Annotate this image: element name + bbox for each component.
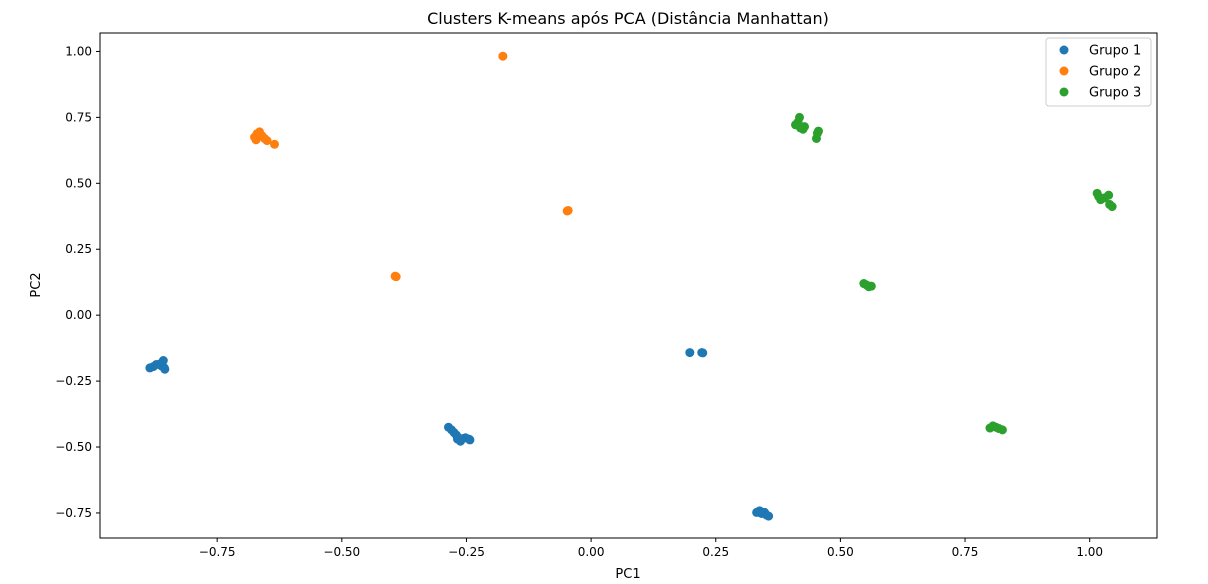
x-axis-label: PC1 bbox=[615, 567, 640, 582]
legend-marker-grupo-3 bbox=[1059, 87, 1069, 97]
data-point-grupo-2 bbox=[262, 136, 272, 146]
y-tick-label: 0.50 bbox=[65, 176, 92, 190]
x-tick-label: 0.25 bbox=[702, 545, 729, 559]
data-point-grupo-1 bbox=[160, 364, 170, 374]
chart-title: Clusters K-means após PCA (Distância Man… bbox=[427, 9, 829, 28]
y-tick-label: 0.75 bbox=[65, 110, 92, 124]
x-tick-label: −0.25 bbox=[448, 545, 485, 559]
data-point-grupo-1 bbox=[685, 348, 695, 358]
ticks-layer: −0.75 −0.50 −0.25 0.00 0.25 0.50 0.75 1.00 −0.75… bbox=[55, 44, 1103, 559]
plot-layer bbox=[145, 51, 1117, 521]
x-tick-label: 0.00 bbox=[578, 545, 605, 559]
legend-label-grupo-2: Grupo 2 bbox=[1089, 65, 1141, 80]
legend: Grupo 1 Grupo 2 Grupo 3 bbox=[1045, 37, 1152, 107]
data-point-grupo-2 bbox=[391, 272, 401, 282]
data-point-grupo-3 bbox=[866, 281, 876, 291]
legend-items: Grupo 1 Grupo 2 Grupo 3 bbox=[1059, 44, 1141, 101]
data-point-grupo-1 bbox=[465, 435, 475, 445]
y-axis-label: PC2 bbox=[29, 272, 44, 297]
y-tick-label: 1.00 bbox=[65, 44, 92, 58]
legend-label-grupo-1: Grupo 1 bbox=[1089, 44, 1141, 59]
x-tick-label: −0.50 bbox=[323, 545, 360, 559]
legend-marker-grupo-2 bbox=[1059, 66, 1069, 76]
data-point-grupo-3 bbox=[1104, 190, 1114, 200]
x-tick-label: 0.75 bbox=[952, 545, 979, 559]
data-point-grupo-3 bbox=[1107, 202, 1117, 212]
x-tick-label: 1.00 bbox=[1076, 545, 1103, 559]
x-tick-label: 0.50 bbox=[827, 545, 854, 559]
data-point-grupo-1 bbox=[158, 356, 168, 366]
plot-frame bbox=[99, 32, 1158, 539]
legend-box bbox=[1045, 37, 1152, 107]
data-point-grupo-1 bbox=[698, 348, 708, 358]
legend-label-grupo-3: Grupo 3 bbox=[1089, 86, 1141, 101]
data-point-grupo-3 bbox=[813, 126, 823, 136]
x-tick-label: −0.75 bbox=[199, 545, 236, 559]
legend-marker-grupo-1 bbox=[1059, 45, 1069, 55]
data-point-grupo-3 bbox=[795, 112, 805, 122]
data-point-grupo-2 bbox=[270, 139, 279, 149]
data-point-grupo-2 bbox=[563, 205, 573, 215]
y-tick-label: −0.50 bbox=[55, 440, 92, 454]
data-point-grupo-1 bbox=[764, 511, 774, 521]
data-point-grupo-3 bbox=[800, 122, 809, 132]
y-tick-label: 0.25 bbox=[65, 242, 92, 256]
y-tick-label: 0.00 bbox=[65, 308, 92, 322]
data-point-grupo-3 bbox=[997, 425, 1007, 435]
y-tick-label: −0.75 bbox=[55, 506, 92, 520]
data-point-grupo-2 bbox=[498, 51, 508, 61]
y-tick-label: −0.25 bbox=[55, 374, 92, 388]
